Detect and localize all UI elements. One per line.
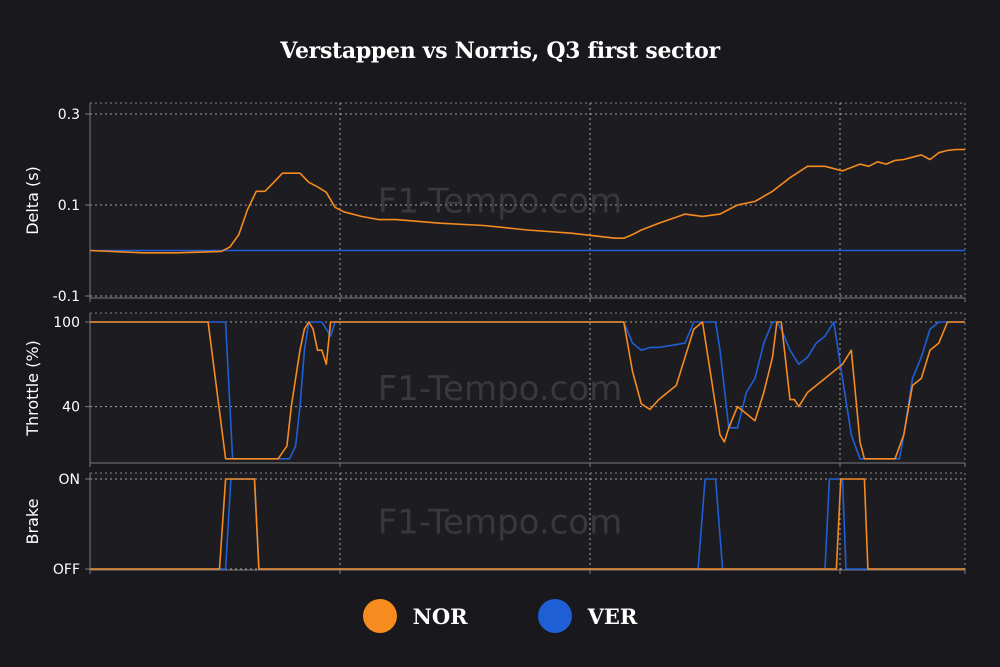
panel-background (90, 313, 965, 463)
watermark: F1-Tempo.com (378, 369, 623, 409)
y-tick-label: -0.1 (53, 289, 80, 305)
y-axis-label: Brake (23, 499, 42, 545)
series-line-nor (90, 321, 965, 460)
y-tick-label: 0.3 (58, 107, 80, 123)
y-tick-label: ON (59, 472, 81, 488)
legend-label-ver: VER (587, 603, 638, 629)
y-tick-label: OFF (53, 562, 80, 578)
legend-item-ver[interactable]: VER (537, 599, 638, 633)
series-line-nor (90, 148, 965, 254)
legend: NOR VER (0, 596, 1000, 636)
panel-1: F1-Tempo.com -0.1 0.1 0.3 Delta (s) (23, 102, 966, 305)
y-tick-label: 0.1 (58, 198, 80, 214)
y-tick-label: 100 (53, 315, 80, 331)
panel-2: F1-Tempo.com 40 100 Throttle (%) (23, 312, 966, 467)
y-axis-label: Delta (s) (23, 166, 42, 235)
legend-swatch-ver (537, 599, 572, 633)
chart-title: Verstappen vs Norris, Q3 first sector (280, 38, 720, 64)
panel-background (90, 473, 965, 570)
legend-item-nor[interactable]: NOR (362, 599, 468, 633)
legend-swatch-nor (362, 599, 397, 633)
watermark: F1-Tempo.com (378, 503, 623, 543)
legend-label-nor: NOR (412, 603, 468, 629)
panel-3: F1-Tempo.com OFF ON Brake (23, 472, 966, 578)
series-line-nor (90, 478, 965, 570)
panel-background (90, 103, 965, 298)
y-axis-label: Throttle (%) (23, 340, 42, 437)
watermark: F1-Tempo.com (378, 182, 623, 222)
y-tick-label: 40 (62, 400, 80, 416)
